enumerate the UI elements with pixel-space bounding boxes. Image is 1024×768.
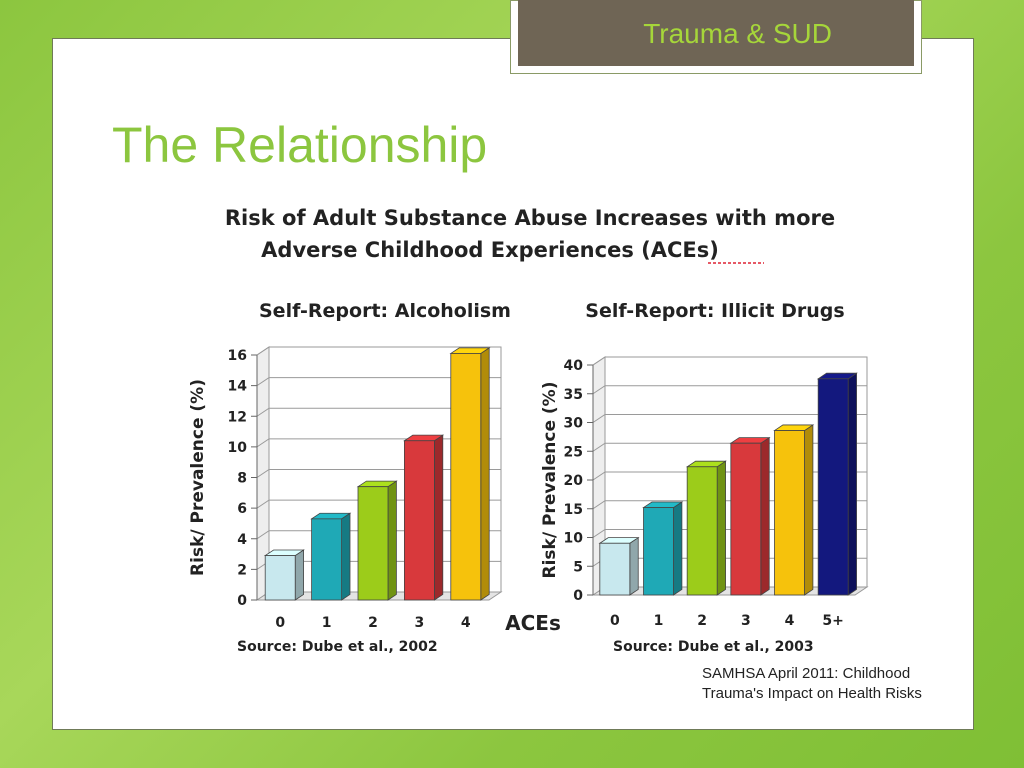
bar-side [760,436,770,596]
bar-side [804,424,814,596]
bar-side [480,347,490,601]
x-tick-label: 5+ [822,613,843,629]
bar [357,486,389,601]
y-tick-label: 2 [237,562,247,578]
figure-title-line2: Adverse Childhood Experiences (ACEs) [261,238,719,262]
y-axis-label: Risk/ Prevalence (%) [540,382,560,579]
bar [774,430,805,596]
figure: Risk of Adult Substance Abuse Increases … [185,195,885,665]
chart-source: Source: Dube et al., 2002 [237,639,438,655]
gridline [592,356,867,366]
x-tick-label: 0 [275,615,285,631]
x-tick-label: 0 [610,613,620,629]
bar [264,555,296,601]
x-tick-label: 1 [654,613,664,629]
chart-title: Self-Report: Illicit Drugs [585,300,844,322]
chart-title: Self-Report: Alcoholism [259,300,511,322]
header-tag: Trauma & SUD [518,0,914,66]
bar-side [433,434,444,601]
bar [403,440,435,601]
y-tick-label: 0 [573,588,583,604]
gridline [256,377,501,387]
y-tick-label: 10 [228,440,248,456]
gridline [592,414,867,423]
bar-side [629,536,639,596]
y-axis-label: Risk/ Prevalence (%) [188,379,208,576]
x-tick-label: 2 [697,613,707,629]
y-tick-label: 5 [573,559,583,575]
bar-side [673,501,683,596]
x-tick-label: 3 [415,615,425,631]
gridline [256,407,501,417]
y-tick-label: 20 [564,473,584,489]
illicit-drugs-chart: Self-Report: Illicit Drugs05101520253035… [540,300,869,655]
bar [450,353,482,601]
y-tick-label: 35 [564,387,583,403]
bar [599,542,631,596]
y-tick-label: 12 [228,409,247,425]
figure-svg: Risk of Adult Substance Abuse Increases … [188,206,869,655]
y-tick-label: 40 [564,358,584,374]
y-tick-label: 15 [564,502,583,518]
bar [643,507,674,596]
slide-title: The Relationship [112,117,488,173]
y-tick-label: 25 [564,444,583,460]
bar-side [341,512,351,601]
x-tick-label: 4 [461,615,471,631]
slide-caption: SAMHSA April 2011: Childhood Trauma's Im… [702,665,922,702]
bar-side [847,372,857,596]
bar [817,378,849,596]
y-tick-label: 0 [237,593,247,609]
y-tick-label: 14 [228,379,248,395]
chart-source: Source: Dube et al., 2003 [613,639,814,655]
figure-title-line1: Risk of Adult Substance Abuse Increases … [225,206,835,230]
x-tick-label: 1 [322,615,332,631]
bar [311,518,342,601]
y-tick-label: 8 [237,471,247,487]
y-tick-label: 10 [564,531,584,547]
bar-side [294,549,304,601]
y-tick-label: 16 [228,348,247,364]
gridline [256,346,501,356]
bar-side [716,460,726,596]
shared-xlabel: ACEs [505,611,561,635]
bar [730,442,762,596]
y-tick-label: 30 [564,416,584,432]
x-tick-label: 4 [785,613,795,629]
x-tick-label: 2 [368,615,378,631]
x-tick-label: 3 [741,613,751,629]
gridline [592,385,867,395]
y-tick-label: 4 [237,532,247,548]
bar [686,466,718,596]
bar-side [387,480,397,601]
y-tick-label: 6 [237,501,247,517]
